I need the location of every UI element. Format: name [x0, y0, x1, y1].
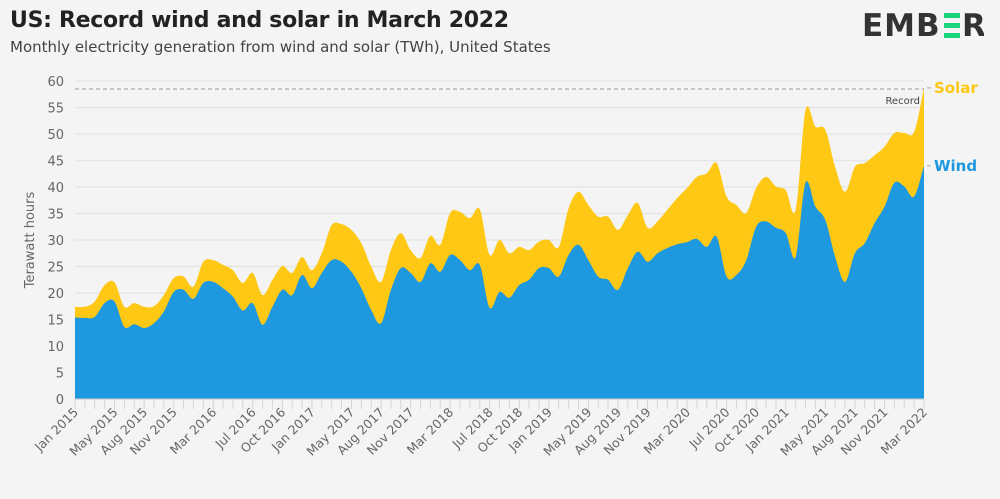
- y-axis-label: Terawatt hours: [23, 192, 38, 290]
- y-tick-label: 10: [47, 340, 64, 355]
- y-tick-label: 30: [47, 234, 64, 249]
- legend-wind: Wind: [934, 157, 977, 175]
- chart-title: US: Record wind and solar in March 2022: [10, 8, 509, 33]
- svg-text:R: R: [962, 8, 984, 40]
- y-tick-label: 15: [47, 314, 64, 329]
- y-tick-label: 5: [56, 367, 64, 382]
- y-tick-label: 25: [47, 261, 64, 276]
- y-tick-label: 50: [47, 128, 64, 143]
- y-tick-label: 55: [47, 102, 64, 117]
- record-label: Record: [885, 96, 920, 107]
- ember-logo: EMB R: [862, 8, 986, 44]
- legend-solar: Solar: [934, 79, 978, 97]
- chart-subtitle: Monthly electricity generation from wind…: [10, 38, 551, 56]
- y-tick-label: 40: [47, 181, 64, 196]
- svg-text:EMB: EMB: [862, 8, 941, 40]
- y-tick-label: 0: [56, 393, 64, 408]
- wind-area: [75, 165, 924, 399]
- y-tick-label: 35: [47, 208, 64, 223]
- y-tick-label: 60: [47, 75, 64, 90]
- y-tick-label: 20: [47, 287, 64, 302]
- y-tick-label: 45: [47, 155, 64, 170]
